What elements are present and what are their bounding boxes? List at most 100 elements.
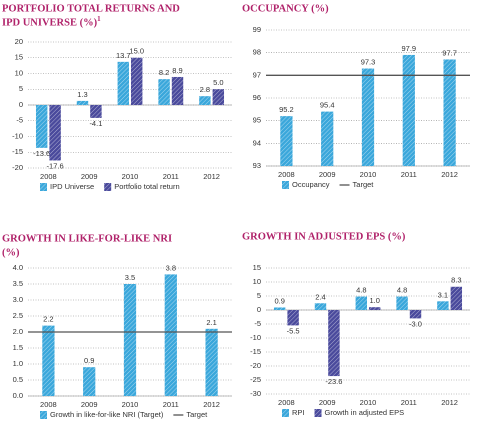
value-label: 0.9	[274, 296, 284, 305]
legend-label: RPI	[292, 408, 305, 417]
y-tick-label: 95	[253, 116, 261, 125]
bar	[328, 310, 340, 377]
legend-swatch	[282, 409, 289, 417]
bar	[90, 105, 102, 118]
y-tick-label: -15	[12, 147, 23, 156]
y-tick-label: 0.0	[13, 391, 23, 400]
x-tick-label: 2011	[163, 400, 179, 409]
y-tick-label: 1.0	[13, 359, 23, 368]
y-tick-label: 20	[15, 37, 23, 46]
x-tick-label: 2008	[278, 170, 295, 179]
bar	[205, 328, 218, 396]
bar	[131, 57, 143, 105]
legend-swatch	[104, 183, 112, 191]
legend-swatch	[282, 181, 289, 189]
bar	[212, 89, 225, 105]
value-label: -13.6	[33, 149, 50, 158]
value-label: 0.9	[84, 356, 94, 365]
x-tick-label: 2012	[441, 170, 458, 179]
x-tick-label: 2009	[319, 398, 336, 407]
bar	[83, 367, 96, 396]
bar	[199, 96, 211, 105]
y-tick-label: -10	[12, 131, 23, 140]
y-tick-label: 2.0	[13, 327, 23, 336]
y-tick-label: -25	[250, 375, 261, 384]
chart-title: GROWTH IN ADJUSTED EPS (%)	[242, 231, 406, 242]
y-tick-label: -5	[254, 319, 261, 328]
legend-label: Target	[353, 180, 375, 189]
y-tick-label: 10	[253, 277, 261, 286]
chart-title: GROWTH IN LIKE-FOR-LIKE NRI	[2, 233, 172, 244]
bar	[35, 105, 48, 148]
x-tick-label: 2009	[81, 400, 98, 409]
value-label: 4.8	[356, 286, 366, 295]
y-tick-label: -20	[250, 361, 261, 370]
bar	[361, 68, 375, 166]
y-tick-label: -20	[12, 163, 23, 172]
value-label: 3.5	[125, 273, 135, 282]
value-label: 95.2	[279, 105, 294, 114]
x-tick-label: 2012	[441, 398, 458, 407]
y-tick-label: 1.5	[13, 343, 23, 352]
x-tick-label: 2010	[122, 400, 139, 409]
value-label: 8.9	[172, 66, 182, 75]
x-tick-label: 2010	[122, 172, 139, 181]
value-label: 3.1	[438, 290, 448, 299]
y-tick-label: 5	[257, 291, 261, 300]
value-label: 3.8	[166, 263, 176, 272]
x-tick-label: 2009	[319, 170, 336, 179]
value-label: 8.2	[159, 68, 169, 77]
y-tick-label: 10	[15, 68, 23, 77]
y-tick-label: 15	[253, 263, 261, 272]
value-label: 5.0	[213, 78, 223, 87]
value-label: -17.6	[47, 161, 64, 170]
y-tick-label: 99	[253, 25, 261, 34]
x-tick-label: 2008	[40, 400, 57, 409]
x-tick-label: 2012	[203, 172, 220, 181]
value-label: 2.8	[200, 85, 210, 94]
x-tick-label: 2011	[401, 398, 417, 407]
value-label: 2.2	[43, 315, 53, 324]
bar	[117, 61, 129, 105]
y-tick-label: -15	[250, 347, 261, 356]
value-label: 97.3	[361, 58, 376, 67]
bar	[369, 307, 381, 310]
legend-label: Occupancy	[292, 180, 330, 189]
y-tick-label: 0	[257, 305, 261, 314]
bar	[164, 274, 177, 396]
legend-label: Portfolio total return	[114, 182, 179, 191]
y-tick-label: 94	[253, 138, 261, 147]
legend-label: Growth in like-for-like NRI (Target)	[50, 410, 164, 419]
value-label: 8.3	[451, 276, 461, 285]
y-tick-label: 4.0	[13, 263, 23, 272]
y-tick-label: -10	[250, 333, 261, 342]
value-label: 15.0	[129, 47, 144, 56]
bar	[355, 296, 367, 310]
value-label: 13.7	[116, 51, 131, 60]
chart-title: IPD UNIVERSE (%)1	[2, 15, 101, 29]
bar	[280, 116, 293, 166]
bar	[396, 296, 408, 310]
bar	[273, 307, 286, 310]
legend-label: IPD Universe	[50, 182, 94, 191]
value-label: -5.5	[287, 326, 300, 335]
footnote-mark: 1	[97, 15, 101, 23]
legend-swatch	[40, 411, 47, 419]
value-label: -23.6	[325, 377, 342, 386]
x-tick-label: 2010	[360, 398, 377, 407]
y-tick-label: 0.5	[13, 375, 23, 384]
value-label: 95.4	[320, 101, 335, 110]
bar	[171, 76, 184, 105]
y-tick-label: 3.0	[13, 295, 23, 304]
bar	[402, 54, 415, 166]
value-label: 2.4	[315, 292, 325, 301]
x-tick-label: 2008	[278, 398, 295, 407]
legend-label: Target	[186, 410, 208, 419]
bar	[314, 303, 327, 310]
y-tick-label: 98	[253, 48, 261, 57]
value-label: -3.0	[409, 319, 422, 328]
bar	[450, 286, 463, 310]
chart-title: (%)	[2, 247, 20, 258]
y-tick-label: -30	[250, 389, 261, 398]
